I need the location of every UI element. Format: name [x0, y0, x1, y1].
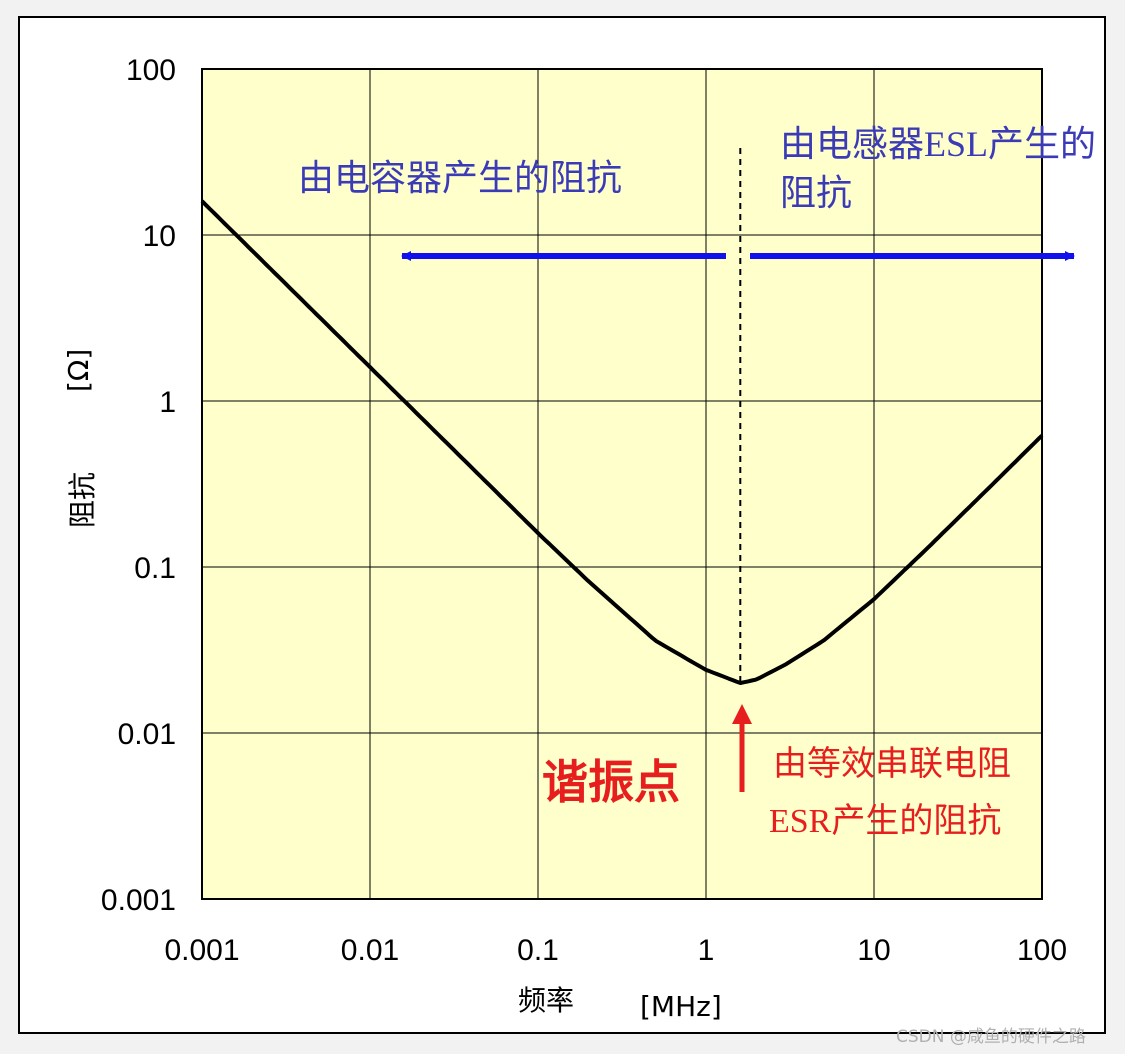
y-tick-label: 0.001 [101, 884, 176, 917]
tick-labels: 0.001 0.01 0.1 1 10 100 100 10 1 0.1 0.01 0.001 [101, 54, 1067, 967]
y-tick-label: 100 [126, 54, 176, 87]
y-axis-unit: [Ω] [62, 349, 95, 392]
plot-border [201, 68, 1043, 900]
inductor-impedance-label-1: 由电感器ESL产生的 [780, 124, 1096, 164]
x-tick-label: 10 [857, 934, 890, 967]
y-tick-label: 0.1 [134, 552, 176, 585]
y-tick-label: 1 [159, 386, 176, 419]
y-tick-label: 0.01 [118, 718, 176, 751]
y-axis-label: 阻抗 [66, 472, 99, 528]
inductor-impedance-label-2: 阻抗 [780, 173, 852, 213]
capacitor-impedance-label: 由电容器产生的阻抗 [298, 158, 622, 198]
plot-area [202, 69, 1042, 899]
x-tick-label: 0.01 [341, 934, 399, 967]
x-axis-unit: [MHz] [640, 990, 722, 1023]
x-axis-label: 频率 [518, 984, 574, 1017]
watermark: CSDN @咸鱼的硬件之路 [896, 1027, 1086, 1047]
y-tick-label: 10 [143, 220, 176, 253]
impedance-curve [200, 199, 1044, 685]
x-tick-label: 0.1 [517, 934, 559, 967]
grid [202, 69, 1042, 899]
resonance-point-label: 谐振点 [542, 755, 680, 809]
x-tick-label: 1 [698, 934, 715, 967]
x-tick-label: 0.001 [164, 934, 239, 967]
esr-label-1: 由等效串联电阻 [773, 745, 1011, 783]
resonance-arrow-head [732, 704, 752, 724]
x-tick-label: 100 [1017, 934, 1067, 967]
esr-label-2: ESR产生的阻抗 [769, 802, 1001, 840]
